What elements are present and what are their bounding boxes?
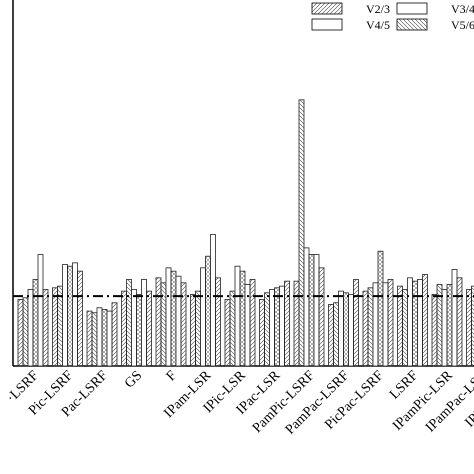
bar-F-V4/5 (165, 267, 172, 367)
bar-LSRF-V4/5 (27, 289, 34, 367)
bar-IPac-LSR-V2/3 (259, 299, 265, 367)
bar-PicPac-LSRF-V2/3 (362, 290, 369, 367)
legend-swatch (396, 18, 428, 31)
bar-IPac-LSR-V4/5 (269, 289, 275, 367)
bar-PamPac-LSRF-V4/5 (338, 290, 344, 367)
bar-IPic-LSR-V4/5 (234, 265, 241, 367)
bar-Pic-LSRF-V4/5 (62, 264, 68, 367)
bar-PamPac-LSRF-V3/4 (333, 302, 339, 367)
bar-LSRF-V4/5 (407, 277, 413, 367)
bar-PamPac-LSRF-V2/3 (328, 304, 334, 367)
bar-IPac-LSR-V3/4 (264, 292, 270, 367)
bar-Pac-LSRF-series-6 (111, 302, 118, 367)
bar-Pac-LSRF-V4/5 (96, 307, 103, 367)
bar-GS-V5/6 (136, 294, 142, 367)
bar-PamPic-LSRF-V5/6 (308, 254, 315, 367)
bar-IPamPic-LSR-V2/3 (431, 294, 438, 367)
bar-IPamPac-LSR-V3/4 (471, 285, 474, 367)
bar-LSRF-V5/6 (412, 280, 418, 367)
bar-IPam-LSR-V2/3 (190, 294, 196, 367)
bars-group (17, 99, 474, 367)
bar-Pic-LSRF-V5/6 (67, 265, 73, 367)
bar-F-series-6 (180, 282, 187, 367)
bar-PamPic-LSRF-V2/3 (293, 280, 300, 367)
bar-PicPac-LSRF-V3/4 (367, 287, 374, 367)
bar-IPam-LSR-series-6 (215, 277, 221, 367)
bar-IPam-LSR-series-5 (210, 234, 216, 367)
bar-PamPac-LSRF-series-6 (353, 279, 359, 367)
bar-LSRF-series-5 (37, 254, 44, 367)
bar-PamPic-LSRF-V4/5 (303, 247, 310, 367)
bar-IPac-LSR-series-5 (279, 285, 285, 367)
legend-swatch (311, 18, 343, 31)
bar-LSRF-V3/4 (402, 289, 408, 367)
bar-IPamPic-LSR-series-6 (456, 277, 463, 367)
legend: V2/3 V3/4 V4/5 V5/6 (311, 2, 474, 32)
bar-IPic-LSR-V2/3 (224, 299, 231, 367)
bar-PamPac-LSRF-V5/6 (343, 292, 349, 367)
bar-PamPac-LSRF-series-5 (348, 294, 354, 367)
bar-IPic-LSR-V5/6 (239, 270, 246, 367)
bar-LSRF-series-6 (422, 274, 428, 367)
bar-Pac-LSRF-V2/3 (86, 310, 93, 367)
bar-IPac-LSR-V5/6 (274, 287, 280, 367)
bar-F-series-5 (175, 275, 182, 367)
bar-PamPic-LSRF-series-6 (318, 267, 325, 367)
legend-label: V2/3 (366, 2, 390, 16)
bar-LSRF-V2/3 (17, 299, 24, 367)
bar-GS-series-5 (141, 279, 147, 367)
x-tick-label: F (164, 368, 180, 384)
bar-IPam-LSR-V4/5 (200, 267, 206, 367)
bar-PicPac-LSRF-V5/6 (377, 250, 384, 367)
bar-Pic-LSRF-series-6 (77, 270, 83, 367)
bar-IPamPac-LSR-V2/3 (466, 289, 472, 367)
bar-F-V2/3 (155, 277, 162, 367)
bar-IPam-LSR-V3/4 (195, 290, 201, 367)
bar-LSRF-V2/3 (397, 285, 403, 367)
bar-Pac-LSRF-V5/6 (101, 309, 108, 367)
bar-Pac-LSRF-V3/4 (91, 312, 98, 367)
bar-IPamPic-LSR-V4/5 (441, 289, 448, 367)
bar-F-V5/6 (170, 270, 177, 367)
legend-label: V4/5 (366, 18, 390, 32)
bar-Pic-LSRF-series-5 (72, 262, 78, 367)
bar-PicPac-LSRF-series-6 (387, 279, 394, 367)
bar-PamPic-LSRF-series-5 (313, 254, 320, 367)
legend-swatch (311, 2, 343, 15)
bar-GS-V3/4 (126, 279, 132, 367)
bar-Pic-LSRF-V3/4 (57, 285, 63, 367)
bar-LSRF-V3/4 (22, 297, 29, 367)
legend-swatch (396, 2, 428, 15)
legend-label: V3/4 (451, 2, 474, 16)
bar-GS-V4/5 (131, 289, 137, 367)
bar-IPamPic-LSR-series-5 (451, 269, 458, 367)
x-tick-label: GS (122, 368, 145, 391)
bar-IPic-LSR-V3/4 (229, 290, 236, 367)
bar-GS-series-6 (146, 290, 152, 367)
legend-label: V5/6 (451, 18, 474, 32)
bar-IPam-LSR-V5/6 (205, 255, 211, 367)
bar-LSRF-V5/6 (32, 279, 39, 367)
bar-LSRF-series-6 (42, 289, 49, 367)
bar-PamPic-LSRF-V3/4 (298, 99, 305, 367)
bar-GS-V2/3 (121, 290, 127, 367)
bar-Pic-LSRF-V2/3 (52, 287, 58, 367)
bar-Pac-LSRF-series-5 (106, 310, 113, 367)
bar-IPic-LSR-series-6 (249, 279, 256, 367)
bar-LSRF-series-5 (417, 279, 423, 367)
bar-IPac-LSR-series-6 (284, 280, 290, 367)
